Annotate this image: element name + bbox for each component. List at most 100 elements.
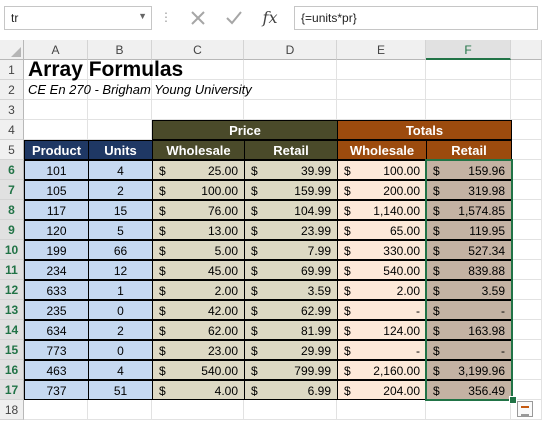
cell-total-retail[interactable]: $163.98 bbox=[426, 320, 512, 340]
insert-function-button[interactable]: fx bbox=[262, 8, 278, 27]
row-header-12[interactable]: 12 bbox=[0, 280, 24, 300]
cell-retail[interactable]: $69.99 bbox=[244, 260, 338, 280]
column-header-c[interactable]: C bbox=[152, 40, 244, 60]
row-header-18[interactable]: 18 bbox=[0, 400, 24, 420]
cell-total-retail[interactable]: $159.96 bbox=[426, 160, 512, 180]
cell-units[interactable]: 5 bbox=[88, 220, 153, 240]
cell-retail[interactable]: $29.99 bbox=[244, 340, 338, 360]
cell-total-retail[interactable]: $527.34 bbox=[426, 240, 512, 260]
formula-input[interactable]: {=units*pr} bbox=[294, 6, 538, 30]
cell-total-wholesale[interactable]: $204.00 bbox=[337, 380, 427, 400]
cell-wholesale[interactable]: $25.00 bbox=[152, 160, 245, 180]
cell-wholesale[interactable]: $62.00 bbox=[152, 320, 245, 340]
row-header-9[interactable]: 9 bbox=[0, 220, 24, 240]
cell-total-retail[interactable]: $3.59 bbox=[426, 280, 512, 300]
cell-retail[interactable]: $159.99 bbox=[244, 180, 338, 200]
cell-wholesale[interactable]: $5.00 bbox=[152, 240, 245, 260]
cell-total-retail[interactable]: $3,199.96 bbox=[426, 360, 512, 380]
cell-units[interactable]: 0 bbox=[88, 340, 153, 360]
cell-retail[interactable]: $39.99 bbox=[244, 160, 338, 180]
cell-total-retail[interactable]: $839.88 bbox=[426, 260, 512, 280]
cell-product[interactable]: 199 bbox=[24, 240, 89, 260]
column-header-d[interactable]: D bbox=[244, 40, 337, 60]
cell-total-wholesale[interactable]: $1,140.00 bbox=[337, 200, 427, 220]
cell-units[interactable]: 15 bbox=[88, 200, 153, 220]
row-header-2[interactable]: 2 bbox=[0, 80, 24, 100]
chevron-down-icon[interactable]: ▼ bbox=[138, 11, 147, 21]
cell-units[interactable]: 66 bbox=[88, 240, 153, 260]
cell-wholesale[interactable]: $100.00 bbox=[152, 180, 245, 200]
cell-product[interactable]: 634 bbox=[24, 320, 89, 340]
cancel-icon[interactable] bbox=[184, 6, 212, 30]
column-header-g[interactable] bbox=[511, 40, 542, 60]
cell-product[interactable]: 101 bbox=[24, 160, 89, 180]
cell-product[interactable]: 463 bbox=[24, 360, 89, 380]
cell-product[interactable]: 117 bbox=[24, 200, 89, 220]
cell-retail[interactable]: $3.59 bbox=[244, 280, 338, 300]
row-header-7[interactable]: 7 bbox=[0, 180, 24, 200]
fill-handle[interactable] bbox=[509, 396, 517, 404]
cell-total-wholesale[interactable]: $200.00 bbox=[337, 180, 427, 200]
cell-units[interactable]: 12 bbox=[88, 260, 153, 280]
row-header-17[interactable]: 17 bbox=[0, 380, 24, 400]
cell-retail[interactable]: $104.99 bbox=[244, 200, 338, 220]
row-header-11[interactable]: 11 bbox=[0, 260, 24, 280]
row-header-8[interactable]: 8 bbox=[0, 200, 24, 220]
cell-retail[interactable]: $7.99 bbox=[244, 240, 338, 260]
row-header-14[interactable]: 14 bbox=[0, 320, 24, 340]
column-header-e[interactable]: E bbox=[337, 40, 426, 60]
cell-units[interactable]: 51 bbox=[88, 380, 153, 400]
cell-units[interactable]: 2 bbox=[88, 180, 153, 200]
cell-wholesale[interactable]: $42.00 bbox=[152, 300, 245, 320]
cell-retail[interactable]: $62.99 bbox=[244, 300, 338, 320]
cell-units[interactable]: 0 bbox=[88, 300, 153, 320]
cell-total-retail[interactable]: $319.98 bbox=[426, 180, 512, 200]
cell-total-wholesale[interactable]: $ - bbox=[337, 340, 427, 360]
cell-total-wholesale[interactable]: $330.00 bbox=[337, 240, 427, 260]
cell-retail[interactable]: $799.99 bbox=[244, 360, 338, 380]
cell-total-wholesale[interactable]: $65.00 bbox=[337, 220, 427, 240]
cell-product[interactable]: 773 bbox=[24, 340, 89, 360]
cell-retail[interactable]: $6.99 bbox=[244, 380, 338, 400]
column-header-a[interactable]: A bbox=[24, 40, 88, 60]
row-header-15[interactable]: 15 bbox=[0, 340, 24, 360]
cell-wholesale[interactable]: $76.00 bbox=[152, 200, 245, 220]
cell-retail[interactable]: $23.99 bbox=[244, 220, 338, 240]
cell-product[interactable]: 120 bbox=[24, 220, 89, 240]
column-header-b[interactable]: B bbox=[88, 40, 152, 60]
cell-units[interactable]: 4 bbox=[88, 360, 153, 380]
cell-wholesale[interactable]: $23.00 bbox=[152, 340, 245, 360]
row-header-1[interactable]: 1 bbox=[0, 60, 24, 80]
cell-wholesale[interactable]: $540.00 bbox=[152, 360, 245, 380]
cell-product[interactable]: 105 bbox=[24, 180, 89, 200]
cell-retail[interactable]: $81.99 bbox=[244, 320, 338, 340]
cell-total-wholesale[interactable]: $124.00 bbox=[337, 320, 427, 340]
enter-icon[interactable] bbox=[220, 6, 248, 30]
select-all-corner[interactable] bbox=[0, 40, 24, 60]
cell-wholesale[interactable]: $45.00 bbox=[152, 260, 245, 280]
cell-units[interactable]: 4 bbox=[88, 160, 153, 180]
cell-total-retail[interactable]: $ - bbox=[426, 300, 512, 320]
cell-units[interactable]: 1 bbox=[88, 280, 153, 300]
row-header-3[interactable]: 3 bbox=[0, 100, 24, 120]
cell-wholesale[interactable]: $13.00 bbox=[152, 220, 245, 240]
cell-total-wholesale[interactable]: $2.00 bbox=[337, 280, 427, 300]
cell-product[interactable]: 737 bbox=[24, 380, 89, 400]
row-header-4[interactable]: 4 bbox=[0, 120, 24, 140]
column-header-f[interactable]: F bbox=[426, 40, 511, 60]
cell-total-wholesale[interactable]: $2,160.00 bbox=[337, 360, 427, 380]
cell-product[interactable]: 234 bbox=[24, 260, 89, 280]
cell-wholesale[interactable]: $2.00 bbox=[152, 280, 245, 300]
cell-total-retail[interactable]: $356.49 bbox=[426, 380, 512, 400]
cell-wholesale[interactable]: $4.00 bbox=[152, 380, 245, 400]
cell-total-wholesale[interactable]: $ - bbox=[337, 300, 427, 320]
row-header-13[interactable]: 13 bbox=[0, 300, 24, 320]
cell-total-retail[interactable]: $ - bbox=[426, 340, 512, 360]
cell-product[interactable]: 235 bbox=[24, 300, 89, 320]
quick-analysis-icon[interactable] bbox=[517, 401, 533, 417]
row-header-6[interactable]: 6 bbox=[0, 160, 24, 180]
cell-total-wholesale[interactable]: $100.00 bbox=[337, 160, 427, 180]
row-header-16[interactable]: 16 bbox=[0, 360, 24, 380]
row-header-5[interactable]: 5 bbox=[0, 140, 24, 160]
name-box[interactable]: tr ▼ bbox=[4, 6, 152, 30]
